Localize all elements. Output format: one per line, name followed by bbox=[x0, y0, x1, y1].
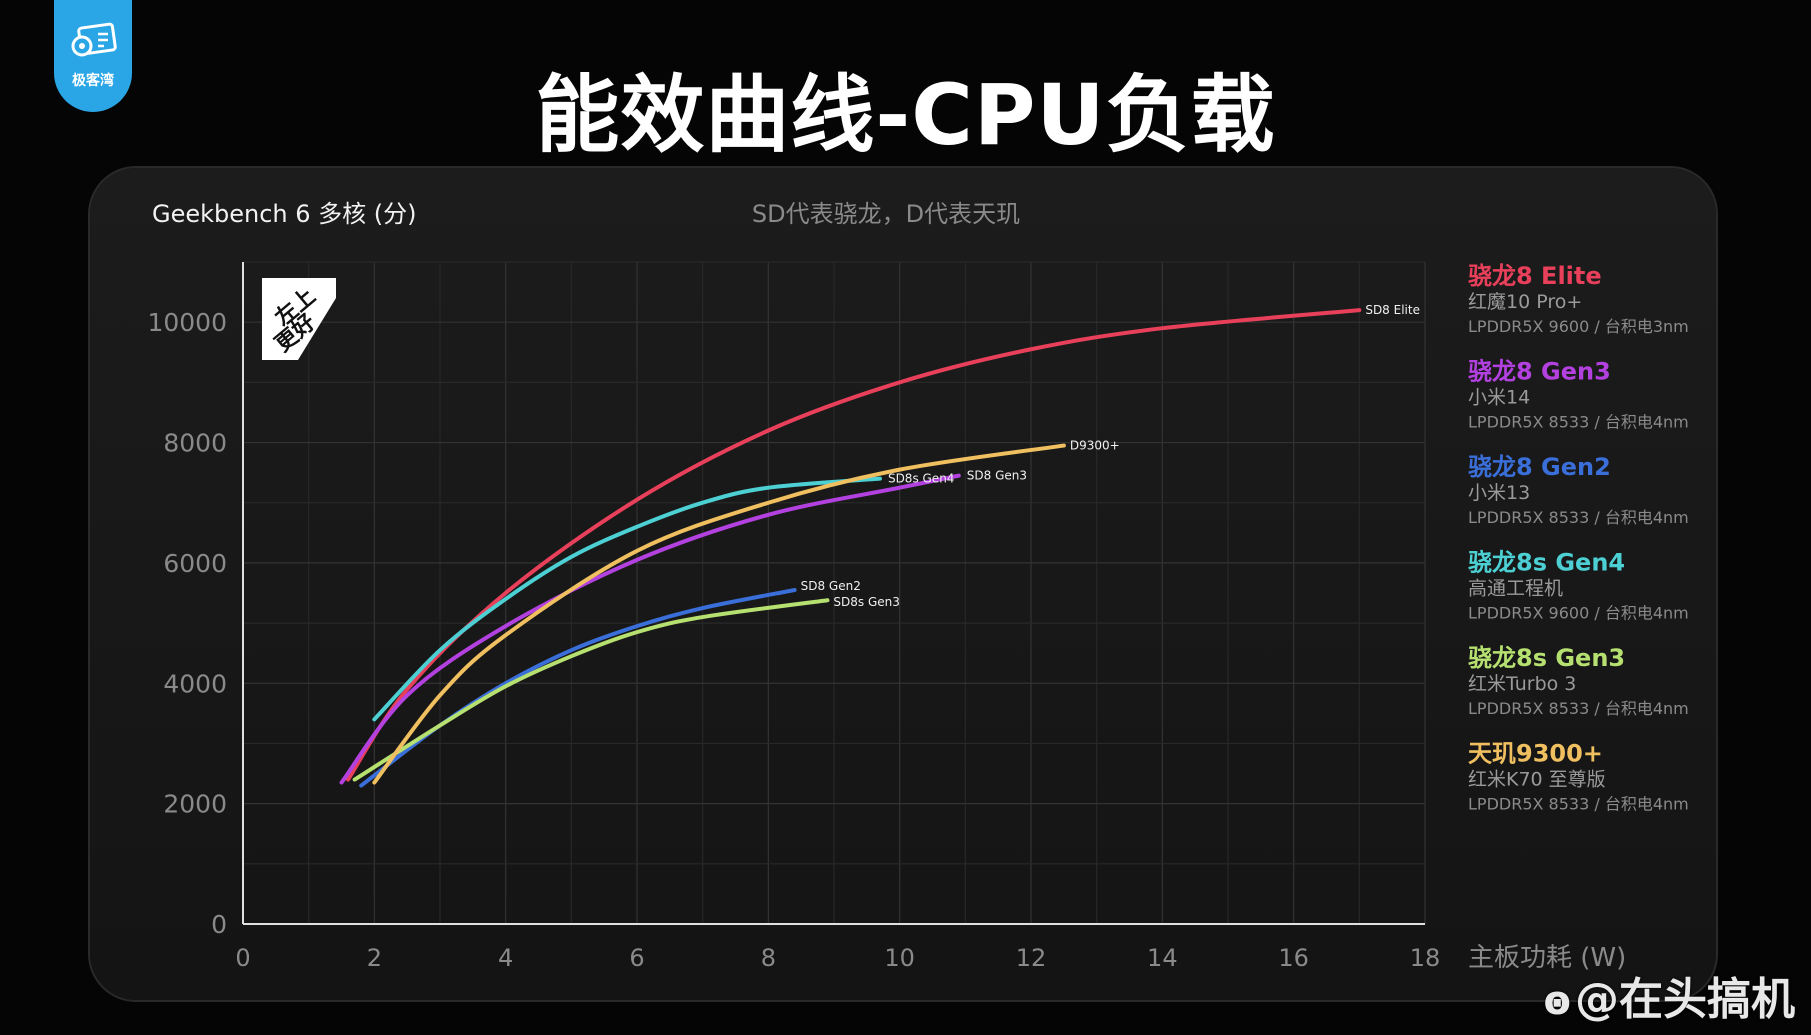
y-tick-label: 8000 bbox=[163, 429, 227, 458]
legend-series-name: 骁龙8 Gen2 bbox=[1468, 453, 1611, 481]
legend-device: 小米14 bbox=[1468, 387, 1530, 409]
y-tick-label: 6000 bbox=[163, 549, 227, 578]
series-line bbox=[346, 308, 1362, 782]
legend-series-name: 天玑9300+ bbox=[1468, 740, 1603, 768]
x-tick-label: 2 bbox=[367, 944, 382, 972]
series-end-labels: SD8 Elite SD8 Gen3 SD8 Gen2 SD8s Gen4 SD8s G… bbox=[801, 303, 1420, 609]
axes: 0 2 4 6 8 10 12 14 16 18 0 2000 4000 6000 8000 10000 bbox=[147, 262, 1440, 972]
series-line bbox=[339, 473, 961, 785]
series-end-label: D9300+ bbox=[1070, 439, 1120, 453]
x-axis-label: 主板功耗 (W) bbox=[1468, 943, 1626, 973]
legend-series-name: 骁龙8s Gen4 bbox=[1468, 549, 1625, 577]
legend-device: 红米Turbo 3 bbox=[1468, 673, 1576, 695]
watermark: ꙩ@在头搞机 bbox=[1544, 963, 1795, 1027]
x-tick-label: 8 bbox=[761, 944, 776, 972]
y-tick-label: 2000 bbox=[163, 790, 227, 819]
series-end-label: SD8s Gen4 bbox=[888, 472, 954, 486]
chart-subtitle: SD代表骁龙，D代表天玑 bbox=[752, 200, 1020, 228]
x-tick-label: 6 bbox=[629, 944, 644, 972]
series-lines bbox=[339, 308, 1362, 788]
legend-spec: LPDDR5X 8533 / 台积电4nm bbox=[1468, 413, 1689, 432]
legend-series-name: 骁龙8s Gen3 bbox=[1468, 644, 1625, 672]
x-tick-label: 4 bbox=[498, 944, 513, 972]
brand-logo: 极客湾 bbox=[54, 0, 132, 112]
legend-device: 高通工程机 bbox=[1468, 578, 1563, 600]
x-tick-label: 16 bbox=[1278, 944, 1309, 972]
page-title: 能效曲线-CPU负载 bbox=[535, 66, 1276, 164]
y-tick-label: 10000 bbox=[147, 308, 227, 337]
x-tick-label: 0 bbox=[235, 944, 250, 972]
y-tick-label: 4000 bbox=[163, 669, 227, 698]
grid bbox=[243, 261, 1426, 924]
legend-device: 红米K70 至尊版 bbox=[1468, 769, 1606, 791]
brand-name: 极客湾 bbox=[72, 73, 114, 89]
legend-series-name: 骁龙8 Gen3 bbox=[1468, 358, 1611, 386]
gear-card-icon bbox=[71, 22, 117, 57]
series-end-label: SD8 Gen3 bbox=[967, 469, 1027, 483]
x-tick-label: 18 bbox=[1410, 944, 1441, 972]
chart-panel bbox=[90, 168, 1716, 1000]
watermark-text: @在头搞机 bbox=[1575, 974, 1795, 1025]
badge-shape bbox=[262, 278, 336, 360]
series-line bbox=[352, 598, 830, 782]
series-end-label: SD8 Elite bbox=[1365, 303, 1420, 317]
y-tick-label: 0 bbox=[211, 910, 227, 939]
series-line bbox=[372, 443, 1066, 785]
legend-spec: LPDDR5X 8533 / 台积电4nm bbox=[1468, 795, 1689, 814]
legend-spec: LPDDR5X 9600 / 台积电4nm bbox=[1468, 604, 1689, 623]
legend-spec: LPDDR5X 9600 / 台积电3nm bbox=[1468, 317, 1689, 336]
legend-device: 红魔10 Pro+ bbox=[1468, 291, 1582, 313]
series-line bbox=[359, 587, 797, 788]
series-end-label: SD8 Gen2 bbox=[801, 579, 861, 593]
legend-series-name: 骁龙8 Elite bbox=[1468, 262, 1602, 290]
chart-title: Geekbench 6 多核 (分) bbox=[152, 200, 417, 228]
x-tick-label: 10 bbox=[884, 944, 915, 972]
series-end-label: SD8s Gen3 bbox=[833, 595, 899, 609]
legend-spec: LPDDR5X 8533 / 台积电4nm bbox=[1468, 699, 1689, 718]
x-tick-label: 12 bbox=[1016, 944, 1047, 972]
weibo-icon: ꙩ bbox=[1543, 978, 1571, 1024]
legend-device: 小米13 bbox=[1468, 482, 1530, 504]
series-line bbox=[372, 476, 882, 722]
legend-spec: LPDDR5X 8533 / 台积电4nm bbox=[1468, 508, 1689, 527]
x-tick-label: 14 bbox=[1147, 944, 1178, 972]
